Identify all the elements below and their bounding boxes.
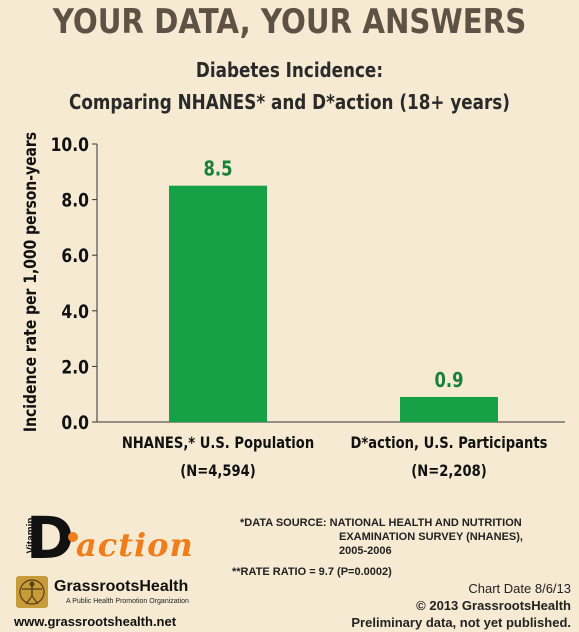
category-n-label: (N=2,208) — [411, 462, 486, 481]
y-tick-label: 4.0 — [61, 301, 89, 323]
chart-date: Chart Date 8/6/13 — [468, 581, 571, 596]
source-line-1: *DATA SOURCE: NATIONAL HEALTH AND NUTRIT… — [240, 517, 522, 529]
rate-ratio-note: **RATE RATIO = 9.7 (P=0.0002) — [232, 566, 392, 578]
y-tick-label: 2.0 — [61, 357, 89, 379]
grassrootshealth-logo: GrassrootsHealth A Public Health Promoti… — [16, 576, 206, 616]
y-tick-label: 6.0 — [61, 246, 89, 268]
y-tick-label: 0.0 — [61, 413, 89, 435]
orange-dot-icon — [68, 532, 78, 542]
bar-chart: 0.0 2.0 4.0 6.0 8.0 10.0 8.5 0.9 NHANES,* U.S.… — [21, 132, 565, 481]
d-letter: D — [26, 504, 75, 572]
org-tagline: A Public Health Promotion Organization — [66, 598, 189, 605]
footer-info: Chart Date 8/6/13 © 2013 GrassrootsHealt… — [351, 580, 571, 631]
y-axis-label: Incidence rate per 1,000 person-years — [21, 132, 41, 432]
org-name: GrassrootsHealth — [54, 578, 189, 595]
source-line-2: EXAMINATION SURVEY (NHANES), — [339, 531, 523, 543]
bar — [400, 396, 498, 422]
website-link[interactable]: www.grassrootshealth.net — [14, 614, 177, 629]
headline: YOUR DATA, YOUR ANSWERS — [52, 2, 527, 42]
chart-title-line1: Diabetes Incidence: — [195, 58, 384, 82]
category-label: D*action, U.S. Participants — [351, 434, 548, 453]
action-word: action — [76, 526, 194, 564]
vitamin-d-action-logo: Vitamin D action — [16, 504, 196, 572]
copyright: © 2013 GrassrootsHealth — [416, 598, 571, 613]
source-line-3: 2005-2006 — [339, 545, 392, 557]
bar-value-label: 0.9 — [434, 369, 463, 392]
preliminary-note: Preliminary data, not yet published. — [351, 615, 571, 630]
y-tick-label: 8.0 — [61, 190, 89, 212]
data-source-note: *DATA SOURCE: NATIONAL HEALTH AND NUTRIT… — [240, 516, 523, 558]
y-tick-label: 10.0 — [51, 135, 89, 157]
bar-value-label: 8.5 — [203, 158, 232, 181]
bar — [169, 185, 267, 422]
chart-title-line2: Comparing NHANES* and D*action (18+ year… — [69, 90, 510, 114]
category-n-label: (N=4,594) — [180, 462, 255, 481]
category-label: NHANES,* U.S. Population — [122, 434, 314, 453]
vitruvian-man-icon — [16, 576, 48, 608]
